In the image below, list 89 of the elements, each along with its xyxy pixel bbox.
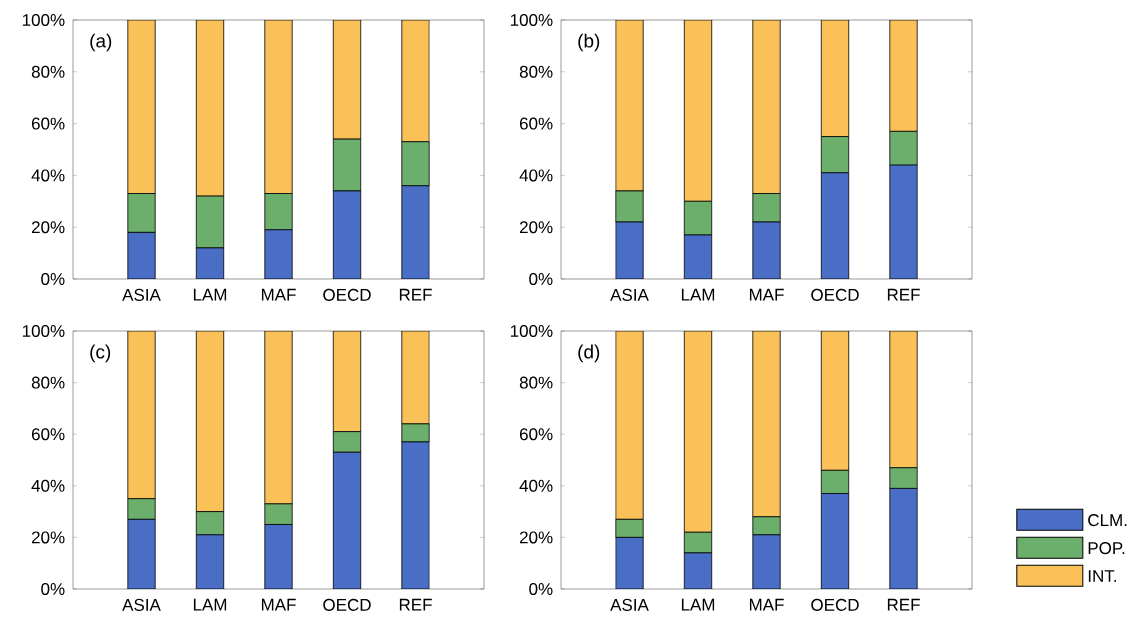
- bar: [683, 331, 713, 533]
- bar: [889, 487, 918, 589]
- bar: [401, 441, 430, 589]
- y-tick-label: 100%: [22, 13, 65, 27]
- x-tick-label: ASIA: [122, 288, 161, 301]
- legend-label: POP.: [1088, 542, 1125, 555]
- y-tick-label: 0%: [41, 272, 65, 286]
- bar: [401, 20, 430, 143]
- bar: [820, 20, 850, 137]
- y-tick-label: 0%: [529, 582, 553, 596]
- bar: [615, 221, 644, 279]
- bar: [332, 190, 362, 279]
- bar: [752, 221, 781, 279]
- x-tick-label: ASIA: [610, 288, 649, 301]
- y-tick-label: 100%: [510, 13, 553, 27]
- y-tick-label: 40%: [31, 169, 65, 182]
- x-tick-label: OECD: [811, 288, 859, 301]
- legend-label: INT.: [1088, 570, 1116, 582]
- y-tick-label: 40%: [519, 169, 553, 182]
- x-tick-label: LAM: [193, 598, 227, 611]
- x-tick-label: REF: [399, 598, 432, 611]
- bar: [889, 331, 918, 469]
- x-tick-label: REF: [887, 288, 920, 301]
- legend-label: CLM.: [1088, 514, 1127, 527]
- y-tick-label: 60%: [31, 117, 65, 130]
- bar: [820, 331, 850, 471]
- x-tick-label: MAF: [261, 288, 296, 301]
- annotation: (a): [90, 33, 112, 52]
- bar: [264, 331, 293, 505]
- bar: [752, 331, 781, 518]
- bar: [683, 234, 713, 279]
- x-tick-label: OECD: [811, 598, 859, 611]
- bar: [127, 331, 156, 500]
- x-tick-label: OECD: [323, 598, 371, 611]
- y-tick-label: 80%: [31, 65, 65, 78]
- bar: [615, 20, 644, 192]
- bar: [127, 231, 156, 279]
- bar: [889, 164, 918, 279]
- bar: [332, 20, 362, 140]
- y-tick-label: 0%: [41, 582, 65, 596]
- bar: [615, 331, 644, 520]
- bar: [752, 20, 781, 194]
- annotation: (d): [578, 344, 600, 363]
- bar: [820, 172, 850, 279]
- bar: [195, 20, 225, 197]
- x-tick-label: OECD: [323, 288, 371, 301]
- bar: [264, 524, 293, 589]
- x-tick-label: ASIA: [122, 598, 161, 611]
- x-tick-label: MAF: [749, 288, 784, 301]
- x-tick-label: MAF: [261, 598, 296, 611]
- bar: [195, 331, 225, 512]
- x-tick-label: LAM: [681, 288, 715, 301]
- bar: [401, 331, 430, 425]
- x-tick-label: LAM: [681, 598, 715, 611]
- bar: [889, 20, 918, 132]
- x-tick-label: REF: [399, 288, 432, 301]
- annotation: (b): [578, 33, 600, 52]
- bar: [332, 451, 362, 589]
- bar: [820, 493, 850, 589]
- x-tick-label: ASIA: [610, 598, 649, 611]
- y-tick-label: 100%: [510, 324, 553, 338]
- bar: [127, 20, 156, 194]
- x-tick-label: REF: [887, 598, 920, 611]
- y-tick-label: 20%: [31, 531, 65, 544]
- bar: [615, 537, 644, 589]
- bar: [683, 20, 713, 202]
- bar: [332, 331, 362, 433]
- y-tick-label: 80%: [519, 376, 553, 389]
- annotation: (c): [90, 344, 111, 363]
- bar: [195, 534, 225, 589]
- y-tick-label: 80%: [31, 376, 65, 389]
- bar: [127, 518, 156, 589]
- y-tick-label: 40%: [519, 479, 553, 492]
- x-tick-label: MAF: [749, 598, 784, 611]
- y-tick-label: 20%: [31, 221, 65, 234]
- y-tick-label: 20%: [519, 531, 553, 544]
- y-tick-label: 20%: [519, 221, 553, 234]
- bar: [264, 20, 293, 194]
- y-tick-label: 60%: [519, 428, 553, 441]
- bar: [752, 534, 781, 589]
- x-tick-label: LAM: [193, 288, 227, 301]
- y-tick-label: 80%: [519, 65, 553, 78]
- y-tick-label: 0%: [529, 272, 553, 286]
- bar: [264, 229, 293, 279]
- y-tick-label: 60%: [31, 428, 65, 441]
- y-tick-label: 40%: [31, 479, 65, 492]
- bar: [401, 185, 430, 279]
- y-tick-label: 100%: [22, 324, 65, 338]
- y-tick-label: 60%: [519, 117, 553, 130]
